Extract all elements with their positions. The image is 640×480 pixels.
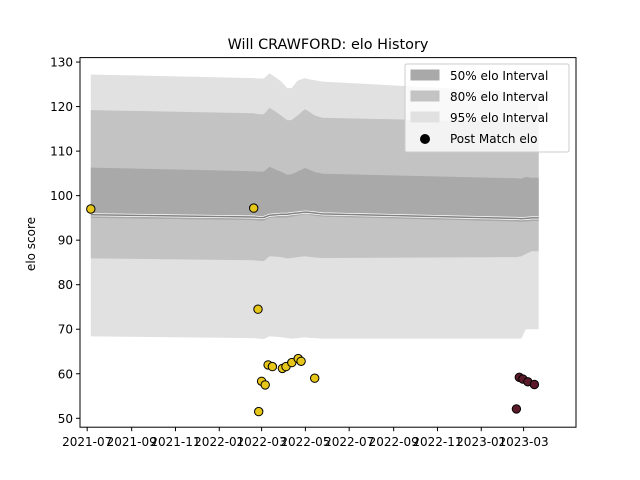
x-tick-label-2022-01: 2022-01 <box>194 435 244 449</box>
y-tick-label-80: 80 <box>58 278 73 292</box>
axes: 50 60 70 80 90 100 110 120 130 2021-072021-092021… <box>50 56 549 450</box>
chart-title: Will CRAWFORD: elo History <box>228 37 429 53</box>
legend-swatch-95 <box>410 111 440 123</box>
x-tick-label-2022-09: 2022-09 <box>369 435 419 449</box>
x-tick-label-2021-11: 2021-11 <box>150 435 200 449</box>
y-tick-label-110: 110 <box>50 145 73 159</box>
x-tick-label-2022-07: 2022-07 <box>324 435 374 449</box>
legend-label-50: 50% elo Interval <box>450 69 548 83</box>
x-tick-label-2023-03: 2023-03 <box>499 435 549 449</box>
post-match-point-5 <box>260 380 270 390</box>
legend-label-95: 95% elo Interval <box>450 111 548 125</box>
plot-frame <box>79 57 577 428</box>
x-tick-label-2022-03: 2022-03 <box>237 435 287 449</box>
post-match-point-12 <box>296 356 306 366</box>
legend-marker-points <box>420 134 430 144</box>
legend-swatch-80 <box>410 90 440 102</box>
x-tick-label-2022-11: 2022-11 <box>412 435 462 449</box>
post-match-point-13 <box>310 373 320 383</box>
post-match-point-2 <box>253 304 263 314</box>
mean-line <box>90 211 539 220</box>
y-tick-label-50: 50 <box>58 412 73 426</box>
legend-frame <box>404 63 570 153</box>
x-tick-label-2021-07: 2021-07 <box>62 435 112 449</box>
y-tick-label-100: 100 <box>50 189 73 203</box>
legend-label-80: 80% elo Interval <box>450 90 548 104</box>
post-match-point-0 <box>86 204 96 214</box>
y-axis-label: elo score <box>24 217 38 271</box>
y-tick-label-90: 90 <box>58 234 73 248</box>
post-match-point-14 <box>511 404 522 414</box>
band-50 <box>90 166 539 222</box>
x-tick-label-2022-05: 2022-05 <box>280 435 330 449</box>
x-tick-label-2021-09: 2021-09 <box>107 435 157 449</box>
post-match-point-7 <box>267 361 278 372</box>
y-tick-label-120: 120 <box>50 100 73 114</box>
y-tick-label-60: 60 <box>58 367 73 381</box>
legend-label-points: Post Match elo <box>450 132 537 146</box>
post-match-point-1 <box>249 203 259 213</box>
legend: 50% elo Interval 80% elo Interval 95% el… <box>404 63 570 153</box>
x-tick-label-2023-01: 2023-01 <box>456 435 506 449</box>
post-match-point-3 <box>254 406 264 417</box>
y-tick-label-130: 130 <box>50 56 73 70</box>
y-tick-label-70: 70 <box>58 323 73 337</box>
post-match-point-18 <box>529 379 540 390</box>
legend-swatch-50 <box>410 69 440 81</box>
